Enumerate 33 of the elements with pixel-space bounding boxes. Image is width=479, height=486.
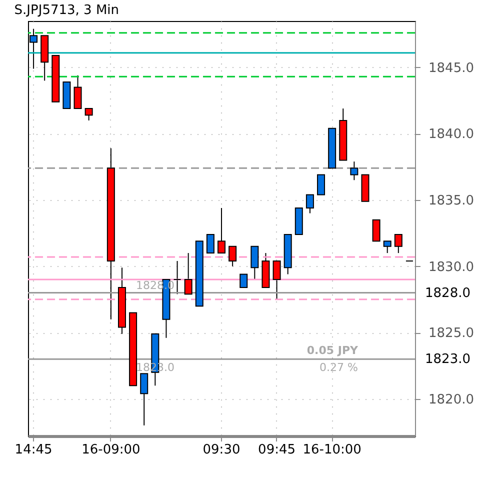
annotation: 0.05 JPY <box>306 344 360 357</box>
candlestick <box>206 234 214 254</box>
x-tick-label: 09:45 <box>258 442 296 458</box>
candlestick <box>317 174 326 196</box>
y-tick-label: 1840.0 <box>428 127 474 142</box>
ref-line-label: 1823.0 <box>425 352 470 368</box>
candlestick <box>184 252 192 295</box>
candlestick <box>240 274 248 288</box>
candlestick <box>383 240 392 254</box>
candlestick <box>228 246 237 267</box>
annotation: 0.27 % <box>320 361 358 374</box>
candlestick <box>306 194 314 214</box>
y-tick-label: 1845.0 <box>428 60 474 76</box>
ref-line-label: 1828.0 <box>425 286 470 301</box>
candlestick <box>350 161 358 181</box>
x-tick-label: 09:30 <box>202 442 240 458</box>
candlestick <box>173 260 182 295</box>
x-tick-label: 16-09:00 <box>82 442 140 458</box>
x-tick-label: 16-10:00 <box>302 442 362 458</box>
candlestick <box>84 108 93 121</box>
y-tick-label: 1820.0 <box>428 392 474 408</box>
chart-title: S.JPJ5713, 3 Min <box>14 3 120 18</box>
candlestick <box>140 373 148 426</box>
y-tick-label: 1825.0 <box>428 326 474 342</box>
candlestick <box>250 246 259 280</box>
x-tick-label: 14:45 <box>14 442 52 458</box>
candlestick <box>372 219 380 242</box>
candlestick <box>218 207 226 254</box>
candlestick <box>74 74 82 110</box>
y-tick-label: 1830.0 <box>428 260 474 275</box>
y-tick-label: 1835.0 <box>428 193 474 208</box>
candlestick <box>394 234 402 254</box>
candlestick <box>272 260 281 300</box>
